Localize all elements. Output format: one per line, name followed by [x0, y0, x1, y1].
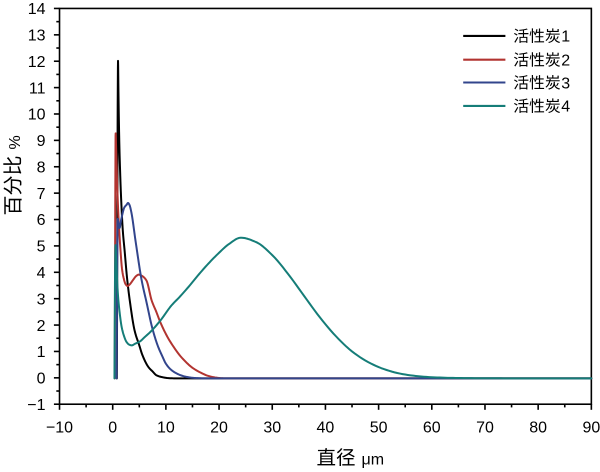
svg-text:12: 12	[28, 54, 46, 71]
svg-text:30: 30	[263, 420, 281, 437]
svg-text:7: 7	[37, 186, 46, 203]
svg-text:60: 60	[423, 420, 441, 437]
svg-text:0: 0	[108, 420, 117, 437]
svg-text:50: 50	[370, 420, 388, 437]
svg-text:90: 90	[582, 420, 600, 437]
svg-text:40: 40	[317, 420, 335, 437]
svg-text:−10: −10	[46, 420, 73, 437]
svg-text:%: %	[7, 135, 24, 149]
svg-text:14: 14	[28, 1, 46, 18]
svg-text:2: 2	[37, 318, 46, 335]
svg-text:1: 1	[37, 344, 46, 361]
svg-text:10: 10	[157, 420, 175, 437]
svg-text:4: 4	[561, 99, 570, 116]
svg-text:70: 70	[476, 420, 494, 437]
svg-text:10: 10	[28, 107, 46, 124]
svg-text:3: 3	[561, 75, 570, 92]
svg-text:4: 4	[37, 265, 46, 282]
svg-text:8: 8	[37, 159, 46, 176]
svg-text:3: 3	[37, 291, 46, 308]
svg-text:80: 80	[529, 420, 547, 437]
svg-text:20: 20	[210, 420, 228, 437]
svg-text:5: 5	[37, 239, 46, 256]
svg-text:−1: −1	[27, 397, 45, 414]
svg-text:1: 1	[561, 29, 570, 46]
svg-text:11: 11	[29, 80, 46, 97]
svg-text:9: 9	[37, 133, 46, 150]
svg-text:6: 6	[37, 212, 46, 229]
svg-text:μm: μm	[362, 452, 385, 469]
svg-text:2: 2	[561, 53, 570, 70]
svg-text:13: 13	[28, 28, 46, 45]
svg-text:0: 0	[37, 371, 46, 388]
